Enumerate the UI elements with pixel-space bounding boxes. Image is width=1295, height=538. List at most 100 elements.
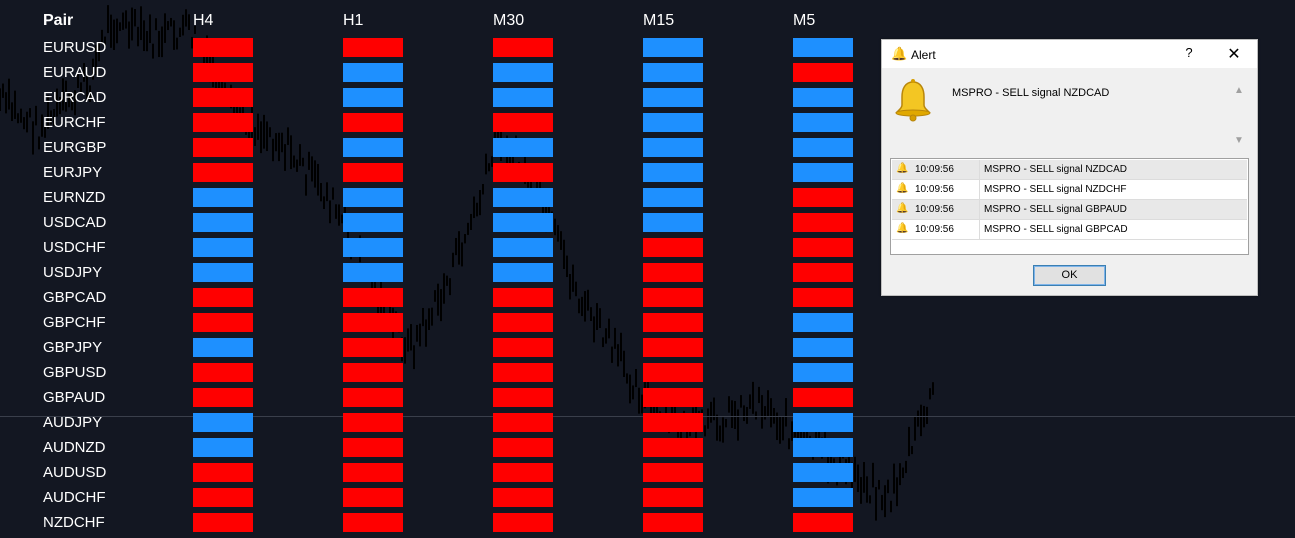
signal-cell-audchf-m15: [643, 488, 703, 507]
signal-cell-audjpy-h1: [343, 413, 403, 432]
signal-cell-audusd-m30: [493, 463, 553, 482]
scroll-up-icon[interactable]: ▲: [1234, 85, 1244, 96]
signal-cell-eurchf-m30: [493, 113, 553, 132]
timeframe-header-h4: H4: [193, 12, 214, 29]
message-scrollbar[interactable]: ▲ ▼: [1232, 85, 1246, 150]
signal-cell-audchf-h4: [193, 488, 253, 507]
signal-cell-eurnzd-m30: [493, 188, 553, 207]
alert-time: 10:09:56: [915, 184, 954, 195]
signal-cell-gbpcad-m5: [793, 288, 853, 307]
pair-label-usdjpy: USDJPY: [43, 264, 103, 281]
signal-cell-audchf-m30: [493, 488, 553, 507]
signal-cell-usdjpy-m15: [643, 263, 703, 282]
alert-history-list[interactable]: 🔔 10:09:56 MSPRO - SELL signal NZDCAD 🔔 …: [890, 158, 1249, 255]
pair-label-eurnzd: EURNZD: [43, 189, 106, 206]
signal-cell-eurusd-h4: [193, 38, 253, 57]
pair-label-usdchf: USDCHF: [43, 239, 106, 256]
pair-label-gbpcad: GBPCAD: [43, 289, 107, 306]
signal-cell-gbpaud-m30: [493, 388, 553, 407]
signal-cell-audnzd-m5: [793, 438, 853, 457]
signal-cell-usdjpy-h1: [343, 263, 403, 282]
pair-label-eurchf: EURCHF: [43, 114, 106, 131]
signal-cell-eurjpy-m5: [793, 163, 853, 182]
signal-cell-eurgbp-h4: [193, 138, 253, 157]
list-item[interactable]: 🔔 10:09:56 MSPRO - SELL signal NZDCAD: [892, 160, 1247, 180]
signal-cell-gbpjpy-h4: [193, 338, 253, 357]
bell-icon: 🔔: [896, 203, 909, 214]
signal-cell-audusd-m5: [793, 463, 853, 482]
signal-cell-eurcad-m5: [793, 88, 853, 107]
signal-cell-gbpusd-m15: [643, 363, 703, 382]
signal-cell-gbpcad-m15: [643, 288, 703, 307]
signal-cell-eurcad-h1: [343, 88, 403, 107]
signal-cell-usdchf-m5: [793, 238, 853, 257]
alert-titlebar[interactable]: 🔔 Alert ? ✕: [882, 40, 1257, 68]
signal-cell-eurchf-m5: [793, 113, 853, 132]
signal-cell-euraud-m15: [643, 63, 703, 82]
signal-cell-usdchf-h1: [343, 238, 403, 257]
pair-label-eurgbp: EURGBP: [43, 139, 107, 156]
alert-history-message: MSPRO - SELL signal GBPCAD: [984, 224, 1128, 235]
signal-cell-euraud-m5: [793, 63, 853, 82]
alert-time: 10:09:56: [915, 224, 954, 235]
pair-label-usdcad: USDCAD: [43, 214, 107, 231]
signal-cell-usdjpy-h4: [193, 263, 253, 282]
signal-cell-gbpaud-m5: [793, 388, 853, 407]
signal-cell-euraud-h1: [343, 63, 403, 82]
signal-cell-gbpusd-m30: [493, 363, 553, 382]
signal-cell-gbpjpy-h1: [343, 338, 403, 357]
signal-cell-eurjpy-h4: [193, 163, 253, 182]
signal-cell-usdcad-m15: [643, 213, 703, 232]
pair-label-audnzd: AUDNZD: [43, 439, 106, 456]
signal-cell-audnzd-m30: [493, 438, 553, 457]
alert-message: MSPRO - SELL signal NZDCAD: [952, 87, 1110, 99]
signal-cell-eurgbp-m30: [493, 138, 553, 157]
signal-cell-usdchf-m15: [643, 238, 703, 257]
signal-cell-gbpaud-m15: [643, 388, 703, 407]
signal-cell-euraud-m30: [493, 63, 553, 82]
signal-cell-eurgbp-h1: [343, 138, 403, 157]
timeframe-header-m5: M5: [793, 12, 816, 29]
alert-time: 10:09:56: [915, 204, 954, 215]
pair-label-audchf: AUDCHF: [43, 489, 106, 506]
signal-cell-audchf-h1: [343, 488, 403, 507]
signal-cell-usdcad-h4: [193, 213, 253, 232]
signal-cell-audusd-m15: [643, 463, 703, 482]
pair-label-gbpjpy: GBPJPY: [43, 339, 103, 356]
signal-cell-eurnzd-h1: [343, 188, 403, 207]
bell-icon: 🔔: [891, 46, 908, 61]
pair-label-nzdchf: NZDCHF: [43, 514, 105, 531]
pair-label-audusd: AUDUSD: [43, 464, 107, 481]
signal-cell-gbpaud-h1: [343, 388, 403, 407]
signal-cell-eurgbp-m5: [793, 138, 853, 157]
signal-cell-eurusd-m5: [793, 38, 853, 57]
signal-cell-audnzd-h1: [343, 438, 403, 457]
signal-cell-usdcad-m30: [493, 213, 553, 232]
signal-cell-eurjpy-m30: [493, 163, 553, 182]
ok-button[interactable]: OK: [1033, 265, 1106, 286]
signal-cell-usdcad-m5: [793, 213, 853, 232]
list-item[interactable]: 🔔 10:09:56 MSPRO - SELL signal GBPCAD: [892, 220, 1247, 240]
signal-cell-nzdchf-h1: [343, 513, 403, 532]
signal-cell-nzdchf-h4: [193, 513, 253, 532]
signal-cell-eurnzd-m15: [643, 188, 703, 207]
signal-cell-eurusd-h1: [343, 38, 403, 57]
bell-icon: 🔔: [896, 223, 909, 234]
signal-cell-eurjpy-h1: [343, 163, 403, 182]
signal-cell-audusd-h4: [193, 463, 253, 482]
list-item[interactable]: 🔔 10:09:56 MSPRO - SELL signal NZDCHF: [892, 180, 1247, 200]
pair-label-gbpchf: GBPCHF: [43, 314, 106, 331]
signal-cell-gbpchf-m5: [793, 313, 853, 332]
signal-cell-eurcad-m30: [493, 88, 553, 107]
signal-cell-usdjpy-m5: [793, 263, 853, 282]
signal-cell-gbpaud-h4: [193, 388, 253, 407]
list-item[interactable]: 🔔 10:09:56 MSPRO - SELL signal GBPAUD: [892, 200, 1247, 220]
close-button[interactable]: ✕: [1227, 46, 1241, 63]
scroll-down-icon[interactable]: ▼: [1234, 135, 1244, 146]
help-button[interactable]: ?: [1185, 45, 1193, 60]
signal-cell-gbpjpy-m30: [493, 338, 553, 357]
alert-history-message: MSPRO - SELL signal NZDCAD: [984, 164, 1127, 175]
signal-cell-euraud-h4: [193, 63, 253, 82]
signal-cell-gbpcad-m30: [493, 288, 553, 307]
signal-cell-gbpjpy-m5: [793, 338, 853, 357]
